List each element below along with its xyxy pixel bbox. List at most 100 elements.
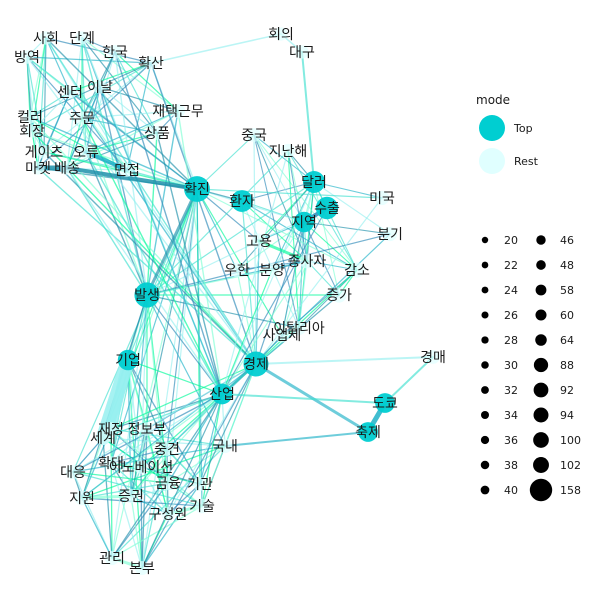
- edge: [130, 393, 223, 497]
- node-label: 관리: [99, 551, 125, 567]
- node-circle: [170, 103, 186, 119]
- size-legend-label: 48: [560, 259, 574, 272]
- size-legend-label: 30: [504, 359, 518, 372]
- node-circle: [75, 31, 89, 45]
- edge: [145, 187, 199, 297]
- edge: [224, 431, 369, 447]
- node-label: 이탈리아: [273, 321, 325, 337]
- size-legend-dot: [481, 386, 489, 394]
- edge: [196, 188, 260, 242]
- node-circle: [104, 422, 118, 436]
- size-legend-label: 94: [560, 409, 574, 422]
- edge: [69, 91, 257, 365]
- node-label: 중견: [154, 442, 180, 458]
- edge: [141, 393, 223, 569]
- edge: [106, 355, 133, 434]
- node-circle: [161, 507, 175, 521]
- edge: [65, 166, 199, 191]
- node-label: 회장: [19, 124, 45, 140]
- node-circle: [217, 438, 233, 454]
- node-circle: [150, 126, 164, 140]
- edge: [196, 188, 358, 271]
- edge: [126, 62, 152, 171]
- edge: [201, 363, 257, 507]
- edge: [156, 132, 223, 395]
- edge: [313, 181, 340, 296]
- node-circle: [104, 550, 120, 566]
- size-legend-label: 34: [504, 409, 518, 422]
- node-circle: [243, 351, 269, 377]
- edge: [146, 294, 223, 395]
- node-label: 대응: [60, 465, 86, 481]
- node-label: 세계: [90, 431, 116, 447]
- edge: [99, 86, 148, 296]
- edge: [255, 221, 305, 365]
- size-legend-label: 28: [504, 334, 518, 347]
- edge: [111, 445, 226, 559]
- edge: [166, 188, 198, 450]
- size-legend-label: 40: [504, 484, 518, 497]
- node-label: 분양: [259, 263, 285, 279]
- node-circle: [315, 196, 339, 220]
- node-label: 국내: [212, 439, 238, 455]
- size-legend-dot: [533, 432, 549, 448]
- node-label: 우한: [224, 263, 250, 279]
- node-circle: [274, 327, 290, 343]
- size-legend-dot: [529, 478, 553, 502]
- edge: [81, 37, 87, 153]
- edge: [384, 356, 434, 404]
- size-legend-label: 64: [560, 334, 574, 347]
- edge: [253, 134, 305, 223]
- edge: [167, 483, 201, 515]
- edge: [255, 269, 358, 365]
- node-label: 확산: [138, 56, 164, 72]
- node-label: 경매: [420, 350, 446, 366]
- node-circle: [194, 498, 210, 514]
- size-legend-label: 58: [560, 284, 574, 297]
- node-circle: [79, 145, 93, 159]
- node-label: 게이츠: [25, 145, 64, 161]
- edge: [140, 466, 169, 515]
- node-circle: [104, 456, 118, 470]
- edge: [85, 151, 223, 395]
- node-circle: [375, 393, 395, 413]
- edge: [199, 393, 223, 485]
- edge: [29, 37, 47, 118]
- node-circle: [331, 287, 347, 303]
- node-label: 분기: [377, 227, 403, 243]
- edge: [196, 188, 283, 336]
- node-circle: [426, 350, 440, 364]
- node-circle: [63, 85, 77, 99]
- edge: [81, 110, 179, 119]
- node-circle: [123, 488, 139, 504]
- edge: [150, 62, 257, 365]
- edge: [196, 134, 255, 190]
- node-circle: [93, 80, 107, 94]
- edge: [37, 62, 152, 169]
- node-circle: [95, 430, 111, 446]
- node-circle: [280, 143, 296, 159]
- node-circle: [184, 176, 210, 202]
- size-legend-dot: [481, 286, 489, 294]
- edge: [166, 393, 223, 450]
- edge: [255, 356, 434, 365]
- node-circle: [74, 490, 90, 506]
- node-label: 종사자: [288, 254, 327, 270]
- node-circle: [291, 320, 307, 336]
- edge: [126, 169, 257, 365]
- node-circle: [60, 161, 74, 175]
- node-label: 금융: [155, 476, 181, 492]
- size-legend-label: 26: [504, 309, 518, 322]
- edge: [199, 363, 257, 485]
- node-label: 증권: [118, 489, 144, 505]
- edge: [37, 167, 257, 365]
- edge: [72, 437, 104, 473]
- edge: [81, 117, 148, 296]
- edge: [196, 188, 383, 199]
- edge: [303, 221, 358, 271]
- size-legend-dot: [481, 236, 489, 244]
- size-legend-dot: [533, 357, 549, 373]
- edge: [110, 363, 257, 430]
- edge: [127, 359, 223, 395]
- legend-top-swatch: [479, 115, 505, 141]
